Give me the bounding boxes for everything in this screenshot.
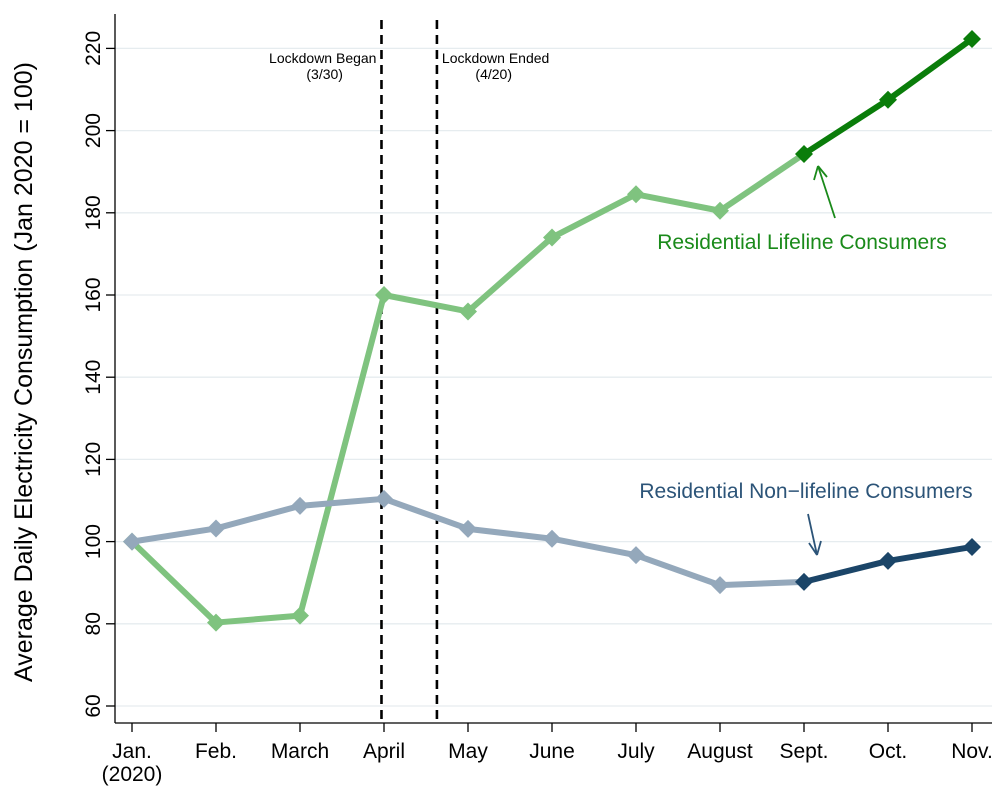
lockdown-markers: Lockdown Began(3/30) Lockdown Ended(4/20) <box>269 20 549 723</box>
data-point <box>711 576 729 595</box>
data-point <box>543 228 561 247</box>
y-tick-label: 140 <box>82 360 105 395</box>
y-tick-label: 120 <box>82 442 105 477</box>
y-tick-label: 100 <box>82 524 105 559</box>
x-tick-label: April <box>363 740 405 763</box>
data-point <box>207 519 225 538</box>
non-lifeline-arrowhead <box>808 540 822 556</box>
data-point <box>627 546 645 565</box>
data-point <box>879 90 897 109</box>
series-lifeline <box>123 29 981 632</box>
x-tick-label: Sept. <box>779 740 828 763</box>
series-non-lifeline <box>123 489 981 595</box>
y-tick-label: 80 <box>82 612 105 635</box>
lifeline-series-label: Residential Lifeline Consumers <box>657 231 946 254</box>
data-point <box>207 613 225 632</box>
x-tick-label: July <box>617 740 655 763</box>
y-tick-label: 220 <box>82 31 105 66</box>
y-tick-label: 160 <box>82 277 105 312</box>
x-tick-label: Jan. <box>112 740 152 763</box>
data-point <box>963 537 981 556</box>
non-lifeline-series-label: Residential Non−lifeline Consumers <box>639 480 972 503</box>
y-tick-label: 60 <box>82 694 105 717</box>
series-line-early <box>129 151 806 626</box>
x-tick-label: March <box>271 740 329 763</box>
series-annotations: Residential Lifeline Consumers Residentia… <box>639 165 973 556</box>
data-point <box>543 529 561 548</box>
x-tick-label: Feb. <box>195 740 237 763</box>
lifeline-arrow <box>817 165 836 219</box>
series-lines <box>123 29 981 632</box>
y-axis-title: Average Daily Electricity Consumption (J… <box>10 62 38 682</box>
x-tick-label: August <box>687 740 753 763</box>
data-point <box>375 286 393 304</box>
data-point <box>879 551 897 570</box>
lifeline-arrowhead <box>813 165 828 181</box>
y-tick-label: 200 <box>82 113 105 148</box>
event-sublabel: (4/20) <box>475 66 512 82</box>
event-sublabel: (3/30) <box>306 66 343 82</box>
data-point <box>459 519 477 538</box>
axes: 60 80 100 120 140 160 180 200 220 Jan.(2020) Feb. M… <box>82 14 993 786</box>
event-label: Lockdown Began <box>269 50 376 66</box>
event-label: Lockdown Ended <box>442 50 549 66</box>
data-point <box>795 572 813 591</box>
x-tick-label: June <box>529 740 575 763</box>
data-point <box>459 302 477 321</box>
data-point <box>375 489 393 508</box>
non-lifeline-arrow <box>807 513 818 556</box>
data-point <box>291 496 309 515</box>
data-point <box>711 201 729 220</box>
y-tick-label: 180 <box>82 195 105 230</box>
data-point <box>795 145 813 164</box>
data-point <box>123 532 141 551</box>
x-tick-sublabel: (2020) <box>102 763 163 786</box>
x-tick-label: Oct. <box>869 740 908 763</box>
x-tick-label: May <box>448 740 488 763</box>
data-point <box>963 29 981 48</box>
data-point <box>627 185 645 204</box>
data-point <box>291 606 309 625</box>
gridlines <box>115 47 992 707</box>
x-tick-label: Nov. <box>951 740 993 763</box>
